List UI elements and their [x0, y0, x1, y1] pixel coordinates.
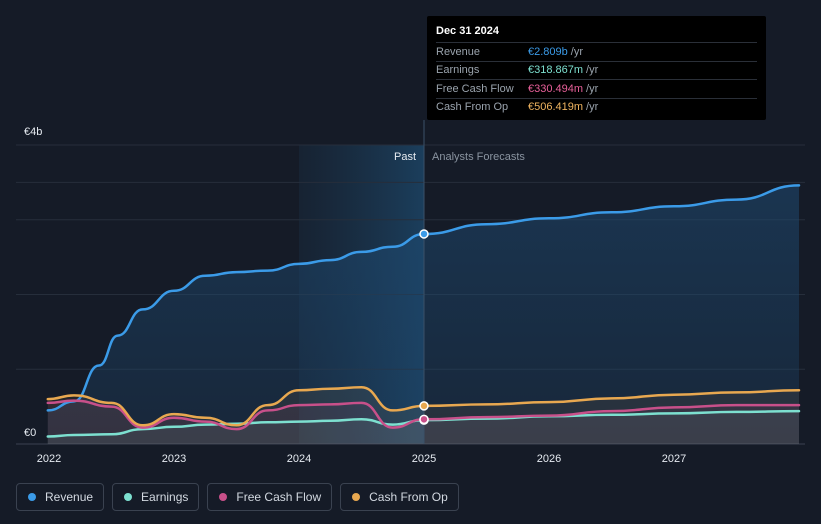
legend-dot-icon: [352, 493, 361, 501]
past-label: Past: [394, 151, 416, 163]
highlight-markers: [419, 229, 429, 425]
tooltip-value: €2.809b: [528, 45, 568, 58]
x-tick-label: 2024: [287, 453, 311, 465]
series-area-revenue: [47, 185, 799, 444]
legend-label: Free Cash Flow: [236, 490, 322, 504]
tooltip-label: Earnings: [436, 64, 480, 77]
legend-dot-icon: [28, 493, 36, 501]
y-tick-label: €4b: [24, 126, 42, 138]
legend-label: Revenue: [45, 490, 94, 504]
tooltip-row-earnings: Earnings €318.867m /yr: [436, 60, 757, 80]
legend-dot-icon: [124, 493, 133, 501]
tooltip-value: €330.494m: [528, 82, 584, 95]
legend-item-earnings[interactable]: Earnings: [112, 483, 200, 511]
legend-item-revenue[interactable]: Revenue: [16, 483, 105, 511]
series-lines: [46, 184, 801, 438]
tooltip-label: Cash From Op: [436, 101, 509, 114]
series-line-earnings: [46, 409, 801, 438]
tooltip-row-cash-from-op: Cash From Op €506.419m /yr: [436, 97, 757, 117]
series-line-revenue: [46, 184, 801, 412]
tooltip-value: €318.867m: [528, 64, 584, 77]
tooltip-value: €506.419m: [528, 101, 584, 114]
tooltip-unit: /yr: [570, 45, 583, 58]
y-axis-labels: €4b €0: [24, 126, 42, 439]
tooltip-row-free-cash-flow: Free Cash Flow €330.494m /yr: [436, 79, 757, 98]
legend-item-cash-from-op[interactable]: Cash From Op: [340, 483, 459, 511]
tooltip-row-revenue: Revenue €2.809b /yr: [436, 42, 757, 61]
x-tick-label: 2025: [412, 453, 436, 465]
tooltip-date: Dec 31 2024: [436, 25, 499, 37]
legend-item-free-cash-flow[interactable]: Free Cash Flow: [207, 483, 333, 511]
y-tick-label: €0: [24, 427, 36, 439]
series-line-cash-from-op: [46, 385, 801, 427]
tooltip-unit: /yr: [586, 64, 599, 77]
legend-label: Cash From Op: [369, 490, 448, 504]
series-line-free-cash-flow: [46, 399, 801, 431]
marker-revenue: [419, 229, 429, 239]
series-area-earnings: [47, 411, 799, 444]
tooltip-unit: /yr: [586, 101, 599, 114]
tooltip-label: Revenue: [436, 45, 481, 58]
marker-cash-from-op: [419, 401, 429, 411]
marker-free-cash-flow: [419, 414, 429, 425]
x-tick-label: 2023: [162, 453, 186, 465]
x-axis-labels: 2022 2023 2024 2025 2026 2027: [37, 453, 686, 465]
x-tick-label: 2027: [662, 453, 686, 465]
tooltip-label: Free Cash Flow: [436, 82, 514, 95]
tooltip: Dec 31 2024 Revenue €2.809b /yr Earnings…: [427, 16, 766, 120]
legend-label: Earnings: [141, 490, 189, 504]
tooltip-unit: /yr: [586, 82, 599, 95]
legend: Revenue Earnings Free Cash Flow Cash Fro…: [16, 483, 459, 511]
forecast-label: Analysts Forecasts: [432, 151, 525, 163]
x-tick-label: 2022: [37, 453, 61, 465]
x-tick-label: 2026: [537, 453, 561, 465]
legend-dot-icon: [219, 493, 228, 501]
